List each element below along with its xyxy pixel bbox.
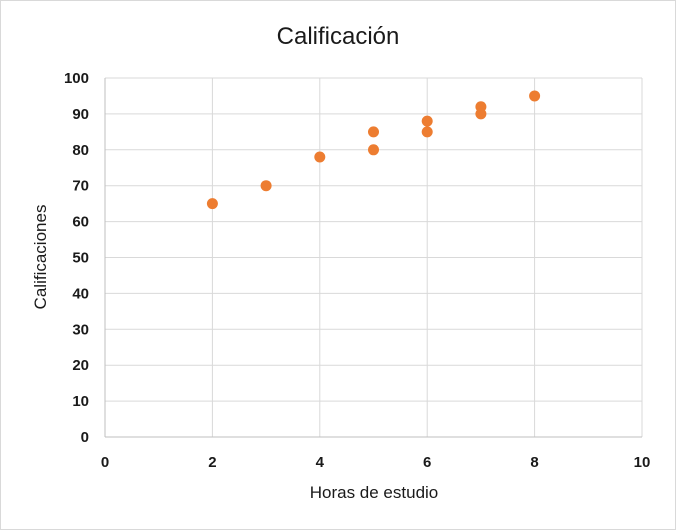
x-tick-label: 2: [208, 454, 216, 471]
gridlines: [105, 77, 643, 437]
x-tick-label: 4: [316, 454, 325, 471]
y-tick-label: 10: [72, 393, 89, 410]
x-tick-label: 0: [101, 454, 109, 471]
data-point: [421, 126, 433, 138]
x-axis-label: Horas de estudio: [310, 483, 439, 502]
data-point: [314, 151, 326, 163]
data-point: [260, 180, 272, 192]
x-tick-label: 8: [530, 454, 538, 471]
data-point: [206, 198, 218, 210]
x-tick-labels: 0 2 4 6 8 10: [101, 454, 651, 471]
y-tick-label: 0: [81, 429, 89, 446]
y-tick-label: 100: [64, 70, 89, 87]
data-point: [421, 115, 433, 127]
data-points: [206, 90, 541, 210]
y-tick-labels: 0 10 20 30 40 50 60 70 80 90 100: [64, 70, 89, 446]
axes: [104, 78, 642, 438]
x-tick-label: 10: [634, 454, 651, 471]
y-tick-label: 70: [72, 178, 89, 195]
y-tick-label: 50: [72, 250, 89, 267]
y-tick-label: 90: [72, 106, 89, 123]
chart-title: Calificación: [277, 23, 400, 50]
data-point: [368, 144, 379, 156]
y-tick-label: 40: [72, 285, 89, 302]
y-tick-label: 80: [72, 142, 89, 159]
x-tick-label: 6: [423, 454, 431, 471]
data-point: [529, 90, 541, 102]
data-point: [475, 108, 487, 120]
y-axis-label: Calificaciones: [31, 205, 50, 310]
y-tick-label: 30: [72, 321, 89, 338]
y-tick-label: 20: [72, 357, 89, 374]
data-point: [368, 126, 379, 138]
y-tick-label: 60: [72, 214, 89, 231]
